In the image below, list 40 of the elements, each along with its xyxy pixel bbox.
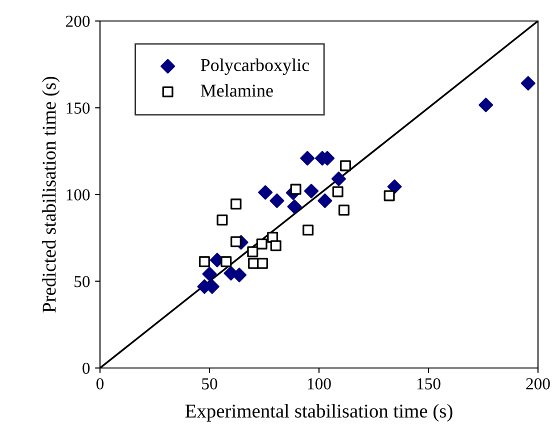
point <box>318 193 332 208</box>
y-axis-title: Predicted stabilisation time (s) <box>42 76 60 312</box>
y-tick-label: 0 <box>82 362 90 374</box>
y-tick-label: 50 <box>74 276 90 288</box>
point <box>384 190 395 202</box>
point <box>387 179 402 194</box>
legend-label: Melamine <box>200 84 273 97</box>
point <box>270 193 284 208</box>
point <box>300 150 315 166</box>
point <box>202 266 217 282</box>
point <box>340 160 351 172</box>
point <box>290 184 302 195</box>
x-tick-label: 100 <box>308 378 331 390</box>
point <box>230 198 242 210</box>
y-tick-label: 100 <box>66 189 90 200</box>
y-tick-label: 150 <box>66 102 90 114</box>
point <box>256 238 268 250</box>
point <box>258 185 273 200</box>
y-tick-label: 200 <box>66 16 90 27</box>
x-tick-label: 50 <box>202 378 218 390</box>
point <box>230 236 242 248</box>
point <box>232 268 247 282</box>
point <box>216 214 228 226</box>
point <box>220 256 232 268</box>
point <box>287 199 302 214</box>
x-tick-label: 200 <box>526 378 550 390</box>
legend-label: Polycarboxylic <box>200 58 310 75</box>
point <box>198 256 210 268</box>
point <box>302 224 314 236</box>
x-axis-title: Experimental stabilisation time (s) <box>185 404 452 422</box>
x-tick-label: 0 <box>96 378 104 390</box>
point <box>304 184 319 198</box>
point <box>331 172 346 186</box>
point <box>520 76 536 91</box>
point <box>478 98 494 112</box>
point <box>247 246 258 258</box>
x-tick-label: 150 <box>417 378 440 390</box>
point <box>332 186 344 198</box>
point <box>338 204 350 216</box>
point <box>270 240 282 252</box>
